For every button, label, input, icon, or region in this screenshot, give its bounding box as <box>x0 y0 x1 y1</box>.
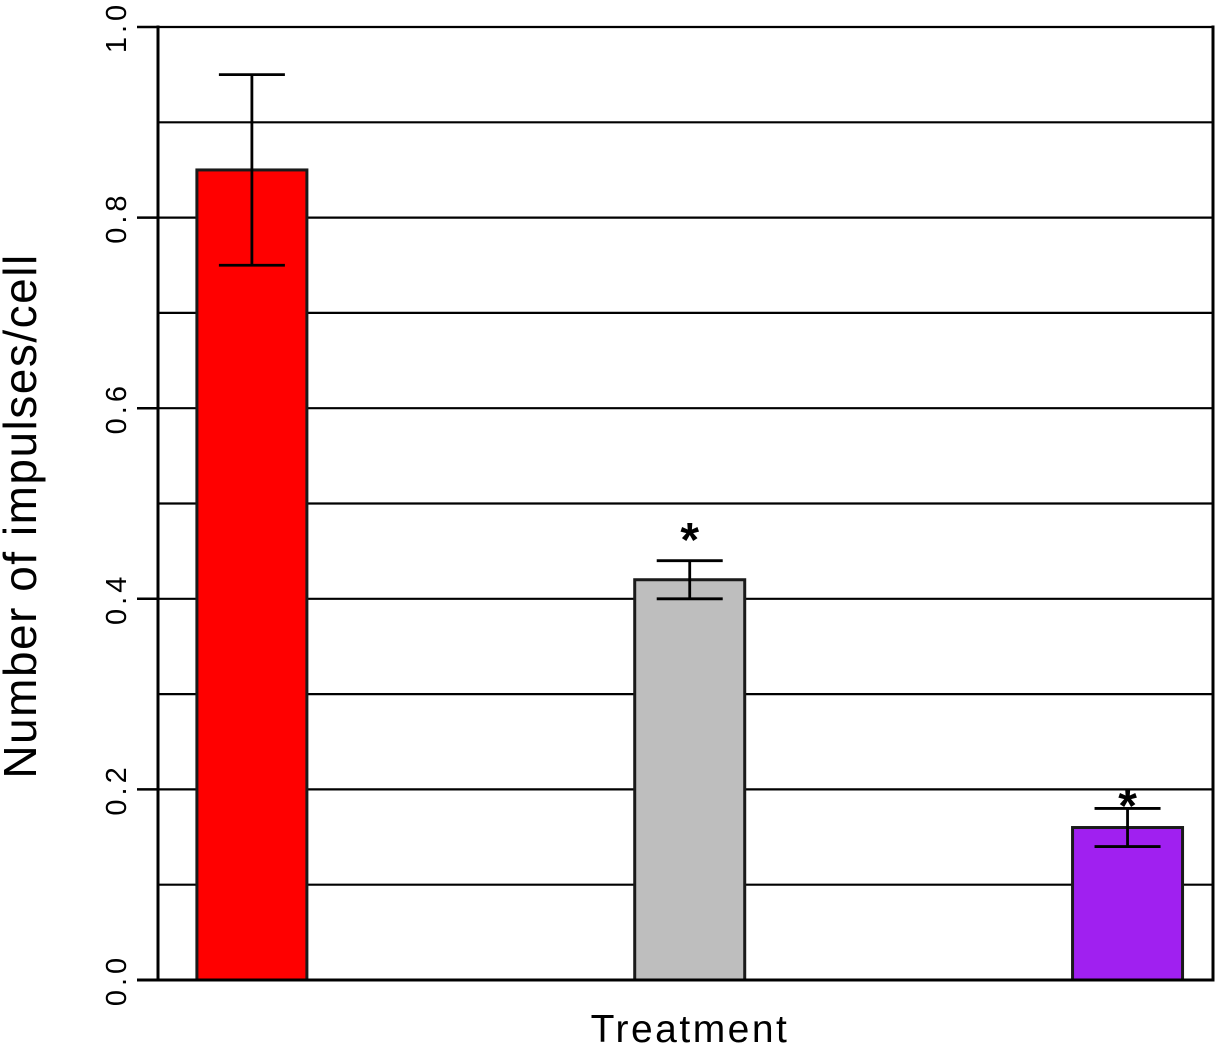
significance-asterisk-3: * <box>1118 780 1137 833</box>
axes-layer <box>137 25 1215 982</box>
gridlines-layer <box>158 25 1213 886</box>
bar-3 <box>1071 826 1185 982</box>
significance-annotations-layer: ** <box>680 514 1137 833</box>
error-bars-layer <box>218 73 1161 848</box>
y-tick-label: 0.2 <box>101 763 133 815</box>
error-bar-3 <box>1094 807 1161 848</box>
error-bar-2 <box>656 559 723 601</box>
y-tick-label: 0.8 <box>101 191 133 243</box>
bar-1 <box>195 168 309 982</box>
bar-2 <box>633 578 747 982</box>
x-axis-title: Treatment <box>591 1008 790 1051</box>
y-tick-label: 0.4 <box>101 573 133 625</box>
y-tick-label: 1.0 <box>101 1 133 53</box>
y-axis-title: Number of impulses/cell <box>0 253 46 778</box>
y-tick-label: 0.0 <box>101 954 133 1006</box>
significance-asterisk-2: * <box>680 514 699 567</box>
y-tick-label: 0.6 <box>101 382 133 434</box>
y-tick-labels-layer: 0.0 0.2 0.4 0.6 0.8 1.0 <box>101 1 133 1006</box>
error-bar-1 <box>218 73 285 267</box>
